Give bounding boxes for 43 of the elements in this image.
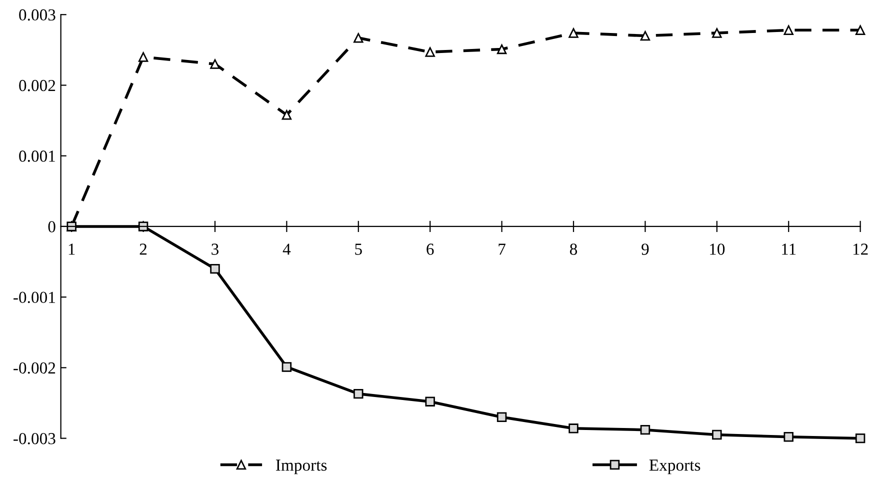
x-tick-label: 9 (642, 244, 649, 255)
point (784, 432, 794, 442)
x-tick-label: 6 (426, 244, 434, 255)
point (354, 388, 364, 399)
y-tick-label: -0.001 (14, 292, 55, 304)
x-tick-label: 2 (140, 244, 147, 255)
point (568, 424, 578, 434)
x-tick-label: 11 (782, 244, 796, 255)
point (496, 412, 507, 422)
x-tick-label: 10 (710, 244, 725, 255)
y-tick-label: 0.003 (19, 9, 56, 21)
legend-label: Imports (276, 460, 327, 474)
x-tick-label: 12 (853, 244, 868, 255)
legend-label: Exports (649, 460, 700, 474)
point (855, 433, 866, 444)
point (138, 52, 148, 62)
point (712, 28, 722, 38)
y-tick-label: -0.002 (14, 362, 56, 374)
y-tick-label: -0.003 (14, 433, 56, 444)
point (712, 430, 722, 440)
point (138, 222, 148, 232)
point (784, 25, 794, 36)
point (640, 30, 650, 41)
point (425, 396, 435, 406)
point (425, 47, 435, 57)
point (282, 110, 292, 120)
point (210, 264, 220, 274)
point (354, 33, 364, 43)
y-tick-label: 0.002 (19, 80, 56, 92)
point (855, 25, 866, 36)
y-tick-label: 0 (48, 221, 56, 232)
point (568, 28, 578, 38)
x-tick-label: 5 (355, 244, 362, 255)
x-tick-label: 7 (498, 244, 506, 255)
point (210, 59, 220, 69)
x-tick-label: 1 (68, 244, 75, 255)
point (496, 44, 507, 54)
point (282, 362, 292, 372)
x-tick-label: 8 (570, 244, 578, 255)
x-tick-label: 3 (212, 244, 219, 255)
y-tick-label: 0.001 (19, 150, 55, 162)
point (640, 424, 650, 435)
x-tick-label: 4 (282, 244, 291, 255)
